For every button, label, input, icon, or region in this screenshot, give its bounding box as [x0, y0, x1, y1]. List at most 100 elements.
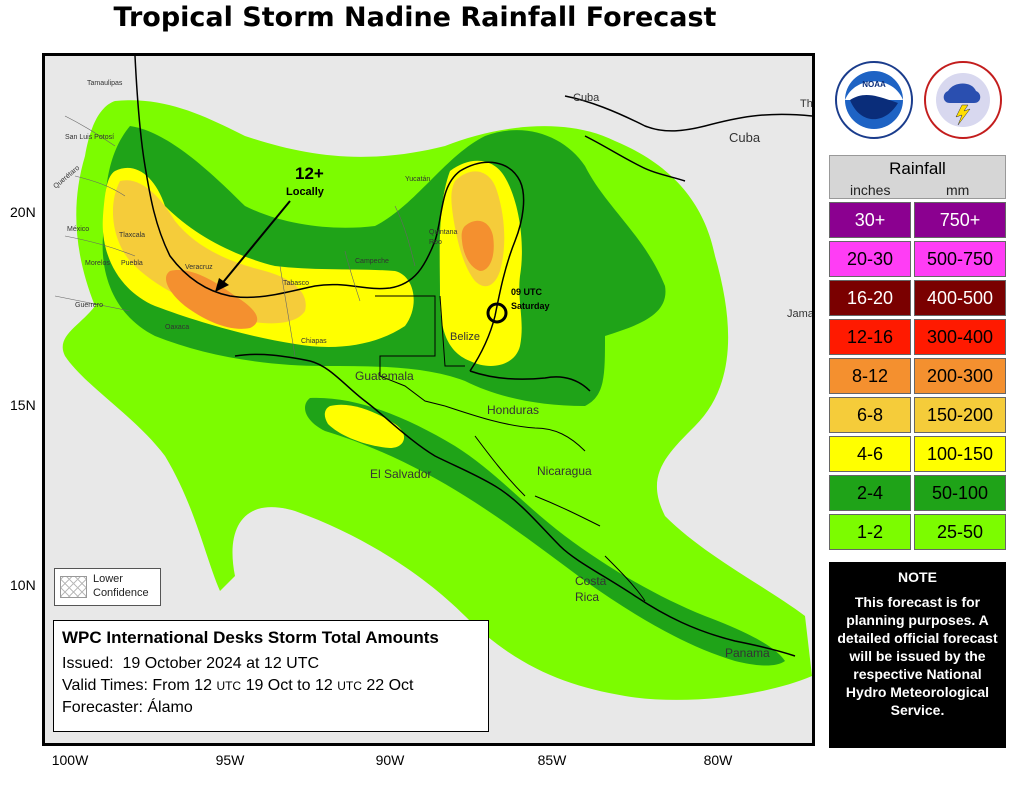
rainfall-zone-8-12-veracruz [165, 270, 258, 329]
logo-graphics: NOAA [835, 61, 1002, 139]
admin-boundaries [54, 115, 416, 357]
lon-label-95w: 95W [215, 752, 245, 768]
valid-to-utc: UTC [337, 679, 362, 693]
place-label-morelos: Morelos [85, 260, 110, 267]
lat-label-15n: 15N [10, 397, 36, 413]
rainfall-zone-4-6-guatemala [324, 404, 405, 448]
info-title: WPC International Desks Storm Total Amou… [62, 628, 439, 647]
max-callout-sublabel: Locally [286, 186, 324, 198]
legend-inches-cell: 6-8 [829, 397, 911, 433]
legend-title: Rainfall [889, 159, 946, 178]
hatch-swatch-icon [60, 576, 87, 598]
confidence-text: Lower Confidence [93, 572, 149, 600]
lat-label-10n: 10N [10, 577, 36, 593]
place-label-veracruz: Veracruz [185, 264, 213, 271]
legend-row: 4-6 100-150 [829, 436, 1006, 472]
forecaster-name: Álamo [147, 699, 193, 716]
rainfall-zone-4-6-west [102, 167, 414, 347]
confidence-legend: Lower Confidence [54, 568, 161, 606]
place-label-belize: Belize [450, 331, 480, 343]
place-label-th: Th [800, 98, 813, 110]
storm-day-label: Saturday [511, 301, 550, 311]
legend-inches-cell: 20-30 [829, 241, 911, 277]
legend-mm-cell: 300-400 [914, 319, 1006, 355]
place-label-guatemala: Guatemala [355, 369, 414, 383]
place-label-tlaxcala: Tlaxcala [119, 232, 146, 239]
lon-label-80w: 80W [703, 752, 733, 768]
rainfall-legend: Rainfall inches mm 30+ 750+ 20-30 500-750 16… [829, 155, 1006, 550]
storm-position-marker[interactable] [486, 302, 508, 324]
place-label-el-salvador: El Salvador [370, 467, 432, 481]
legend-inches-cell: 30+ [829, 202, 911, 238]
place-label-oaxaca: Oaxaca [165, 324, 190, 331]
legend-row: 8-12 200-300 [829, 358, 1006, 394]
rainfall-zone-6-8-west [112, 180, 306, 324]
lon-label-85w: 85W [537, 752, 567, 768]
legend-inches-cell: 1-2 [829, 514, 911, 550]
legend-row: 30+ 750+ [829, 202, 1006, 238]
place-label-tamaulipas: Tamaulipas [87, 80, 123, 87]
max-callout-arrow [219, 200, 291, 287]
legend-row: 2-4 50-100 [829, 475, 1006, 511]
valid-to-date: 22 Oct [366, 677, 414, 694]
legend-row: 1-2 25-50 [829, 514, 1006, 550]
legend-mm-cell: 100-150 [914, 436, 1006, 472]
place-label-jamaica: Jama [787, 308, 814, 320]
place-label-panama: Panama [725, 646, 770, 660]
legend-inches-cell: 12-16 [829, 319, 911, 355]
legend-row: 6-8 150-200 [829, 397, 1006, 433]
legend-inches-cell: 2-4 [829, 475, 911, 511]
valid-from-utc: UTC [216, 679, 242, 693]
nws-logo [924, 61, 1002, 139]
map-title: Tropical Storm Nadine Rainfall Forecast [113, 2, 717, 33]
legend-rows: 30+ 750+ 20-30 500-750 16-20 400-500 12-16 300-… [829, 202, 1006, 550]
place-label-tabasco: Tabasco [283, 280, 310, 287]
legend-unit-inches: inches [850, 182, 891, 198]
confidence-line-2: Confidence [93, 587, 149, 599]
rainfall-zone-2-4 [102, 126, 666, 406]
forecaster-line: Forecaster: Álamo [62, 697, 488, 719]
lat-label-20n: 20N [10, 204, 36, 220]
valid-label: Valid Times: [62, 677, 148, 694]
noaa-logo-text: NOAA [862, 80, 886, 89]
place-label-honduras: Honduras [487, 403, 540, 417]
place-label-quintana-roo: Quintana Roo [429, 229, 458, 246]
place-label-cuba-east: Cuba [729, 130, 761, 145]
issued-label: Issued: [62, 655, 114, 672]
issued-line: Issued: 19 October 2024 at 12 UTC [62, 653, 488, 675]
legend-unit-mm: mm [946, 182, 970, 198]
legend-mm-cell: 150-200 [914, 397, 1006, 433]
legend-header: Rainfall inches mm [829, 155, 1006, 199]
issued-value: 19 October 2024 at 12 [122, 655, 282, 672]
legend-mm-cell: 750+ [914, 202, 1006, 238]
storm-time-label: 09 UTC [511, 287, 543, 297]
valid-line: Valid Times: From 12 UTC 19 Oct to 12 UT… [62, 675, 488, 697]
valid-to: to 12 [297, 677, 333, 694]
valid-from-date: 19 Oct [245, 677, 293, 694]
legend-inches-cell: 16-20 [829, 280, 911, 316]
place-label-guerrero: Guerrero [75, 302, 104, 309]
legend-mm-cell: 200-300 [914, 358, 1006, 394]
note-title: NOTE [898, 569, 937, 585]
lon-label-100w: 100W [51, 752, 89, 768]
legend-mm-cell: 25-50 [914, 514, 1006, 550]
place-label-costa-rica: Costa Rica [575, 574, 607, 604]
legend-inches-cell: 4-6 [829, 436, 911, 472]
country-borders [375, 295, 646, 602]
max-callout-label: 12+ [295, 164, 324, 183]
max-callout-arrowhead [215, 278, 229, 292]
legend-inches-cell: 8-12 [829, 358, 911, 394]
note-text: This forecast is for planning purposes. … [837, 594, 998, 718]
legend-row: 12-16 300-400 [829, 319, 1006, 355]
place-label-yucatan: Yucatán [405, 176, 431, 183]
place-label-puebla: Puebla [121, 260, 143, 267]
noaa-logo: NOAA [835, 61, 913, 139]
legend-mm-cell: 500-750 [914, 241, 1006, 277]
rainfall-zone-8-12-quintana-roo [461, 220, 494, 271]
place-label-nicaragua: Nicaragua [537, 464, 592, 478]
forecaster-label: Forecaster: [62, 699, 143, 716]
legend-mm-cell: 400-500 [914, 280, 1006, 316]
lon-label-90w: 90W [375, 752, 405, 768]
legend-row: 20-30 500-750 [829, 241, 1006, 277]
legend-row: 16-20 400-500 [829, 280, 1006, 316]
